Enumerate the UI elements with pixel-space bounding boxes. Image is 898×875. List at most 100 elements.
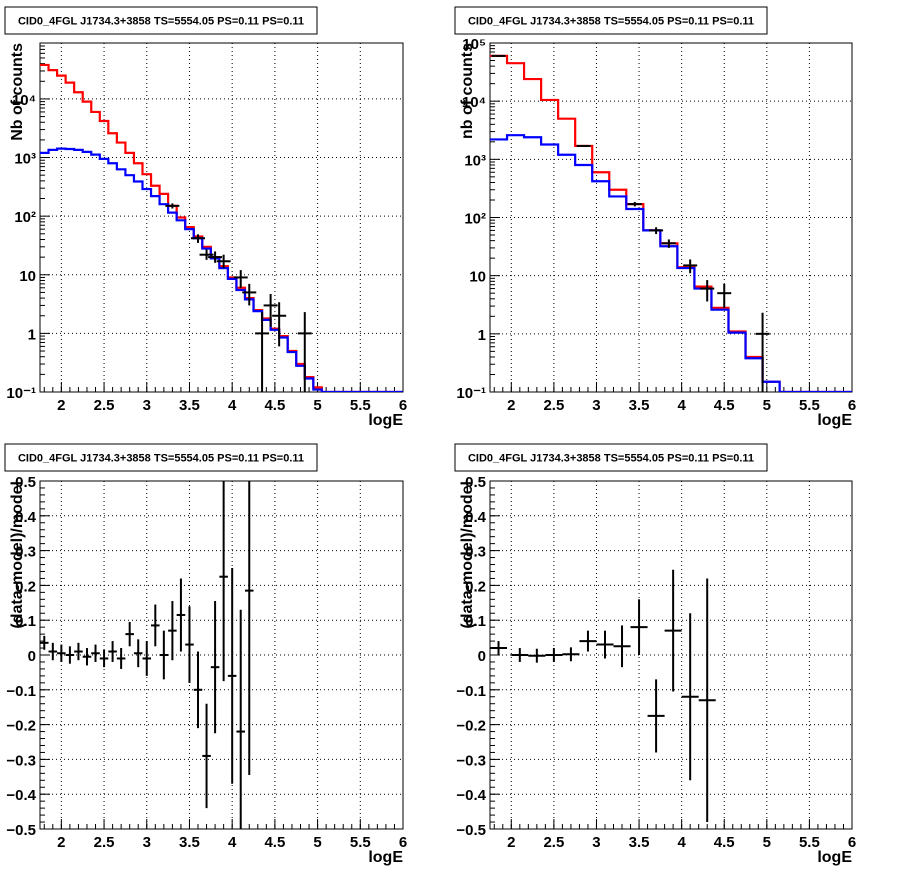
y-axis-title: (data-model)/model: [9, 481, 26, 629]
plot-frame: [39, 42, 404, 393]
y-tick-label: 10²: [14, 209, 36, 226]
x-tick-label: 6: [848, 834, 856, 851]
x-tick-label: 6: [399, 397, 407, 414]
x-tick-label: 4: [228, 834, 237, 851]
y-tick-label: −0.1: [6, 683, 36, 700]
x-tick-label: 5.5: [350, 834, 371, 851]
x-tick-label: 5: [313, 397, 321, 414]
y-tick-label: 10⁻¹: [6, 385, 36, 402]
plot-area: [40, 481, 254, 829]
plot-area: [490, 569, 716, 823]
y-tick-label: 10⁴: [462, 94, 486, 111]
x-tick-label: 5.5: [799, 397, 820, 414]
chart-title: CID0_4FGL J1734.3+3858 TS=5554.05 PS=0.1…: [468, 453, 754, 465]
title-box: [454, 443, 768, 472]
title-box: [454, 6, 768, 35]
chart-title: CID0_4FGL J1734.3+3858 TS=5554.05 PS=0.1…: [18, 16, 304, 28]
y-tick-label: −0.5: [456, 822, 486, 839]
source-model-line: [40, 147, 403, 392]
x-tick-label: 5.5: [350, 397, 371, 414]
y-tick-label: 1: [478, 327, 486, 344]
panels-root: 2 2.5 3 3.5 4 4.5 5 5.5 610⁻¹11010²10³10⁴logENb …: [4, 6, 856, 866]
x-tick-label: 4.5: [714, 397, 735, 414]
x-tick-label: 2: [507, 834, 515, 851]
x-tick-label: 2.5: [94, 834, 115, 851]
x-tick-label: 4: [228, 397, 237, 414]
x-tick-label: 4.5: [264, 834, 285, 851]
y-tick-label: 0.3: [465, 544, 486, 561]
x-tick-label: 2.5: [543, 834, 564, 851]
chart-panel-4: 2 2.5 3 3.5 4 4.5 5 5.5 6 −0.5 −0.4 −0.3 −0.2 −0.1 0 0.…: [454, 443, 856, 866]
y-tick-label: 10²: [464, 211, 486, 228]
y-tick-label: −0.3: [6, 752, 36, 769]
y-tick-label: 0.2: [15, 578, 36, 595]
x-tick-label: 5: [313, 834, 321, 851]
y-tick-label: −0.4: [6, 787, 36, 804]
x-tick-label: 3: [143, 397, 151, 414]
x-tick-label: 3: [143, 834, 151, 851]
x-tick-label: 5: [763, 834, 771, 851]
y-tick-label: 0: [478, 648, 486, 665]
x-tick-label: 4.5: [264, 397, 285, 414]
x-tick-label: 2.5: [94, 397, 115, 414]
title-box: [4, 443, 318, 472]
x-tick-label: 4: [677, 834, 686, 851]
chart-panel-1: 2 2.5 3 3.5 4 4.5 5 5.5 6 10⁻¹ 1 10 10² 10³ 10⁴ logE Nb …: [4, 6, 407, 429]
y-tick-label: 0.5: [15, 474, 36, 491]
chart-panel-3: 2 2.5 3 3.5 4 4.5 5 5.5 6 −0.5 −0.4 −0.3 −0.2 −0.1 0 0.…: [4, 443, 407, 866]
x-tick-label: 3.5: [179, 834, 200, 851]
x-tick-label: 5.5: [799, 834, 820, 851]
y-tick-label: 1: [28, 326, 36, 343]
plot-frame: [489, 42, 853, 393]
x-tick-label: 2: [57, 397, 65, 414]
x-tick-label: 5: [763, 397, 771, 414]
total-model-line: [40, 63, 403, 392]
y-axis-title: nb of counts: [459, 43, 476, 139]
x-tick-label: 3.5: [629, 397, 650, 414]
y-tick-label: 0.4: [15, 509, 37, 526]
x-axis-title: logE: [817, 849, 852, 866]
title-box: [4, 6, 318, 35]
x-tick-label: 2: [507, 397, 515, 414]
plot-frame: [39, 480, 404, 830]
y-axis-title: Nb of counts: [9, 43, 26, 141]
y-tick-label: −0.3: [456, 752, 486, 769]
y-tick-label: −0.2: [456, 718, 486, 735]
y-tick-label: 0.2: [465, 578, 486, 595]
x-tick-label: 6: [399, 834, 407, 851]
plot-frame: [489, 480, 853, 830]
y-tick-label: 0.1: [465, 613, 486, 630]
y-tick-label: 10³: [14, 151, 36, 168]
y-tick-label: 10⁻¹: [456, 385, 486, 402]
x-tick-label: 3.5: [629, 834, 650, 851]
y-tick-label: 0.1: [15, 613, 36, 630]
y-tick-label: 0: [28, 648, 36, 665]
y-axis-title: (data-model)/model: [459, 481, 476, 629]
y-tick-label: 0.4: [465, 509, 487, 526]
y-tick-label: 0.3: [15, 544, 36, 561]
x-tick-label: 3: [592, 834, 600, 851]
y-tick-label: 0.5: [465, 474, 486, 491]
chart-title: CID0_4FGL J1734.3+3858 TS=5554.05 PS=0.1…: [468, 16, 754, 28]
total-model-line: [490, 54, 852, 392]
y-tick-label: 10³: [464, 152, 486, 169]
x-axis-title: logE: [817, 412, 852, 429]
y-tick-label: −0.5: [6, 822, 36, 839]
plot-area: [490, 54, 852, 392]
x-axis-title: logE: [368, 849, 403, 866]
y-tick-label: 10⁵: [462, 36, 486, 53]
y-tick-label: −0.4: [456, 787, 486, 804]
chart-title: CID0_4FGL J1734.3+3858 TS=5554.05 PS=0.1…: [18, 453, 304, 465]
chart-panel-2: 2 2.5 3 3.5 4 4.5 5 5.5 6 10⁻¹ 1 10 10² 10³ 10⁴ 10⁵ logE…: [454, 6, 856, 429]
x-axis-title: logE: [368, 412, 403, 429]
x-tick-label: 3: [592, 397, 600, 414]
y-tick-label: 10: [469, 269, 486, 286]
y-tick-label: 10: [19, 268, 36, 285]
x-tick-label: 2: [57, 834, 65, 851]
y-tick-label: 10⁴: [12, 92, 36, 109]
x-tick-label: 3.5: [179, 397, 200, 414]
x-tick-label: 2.5: [543, 397, 564, 414]
x-tick-label: 6: [848, 397, 856, 414]
x-tick-label: 4: [677, 397, 686, 414]
